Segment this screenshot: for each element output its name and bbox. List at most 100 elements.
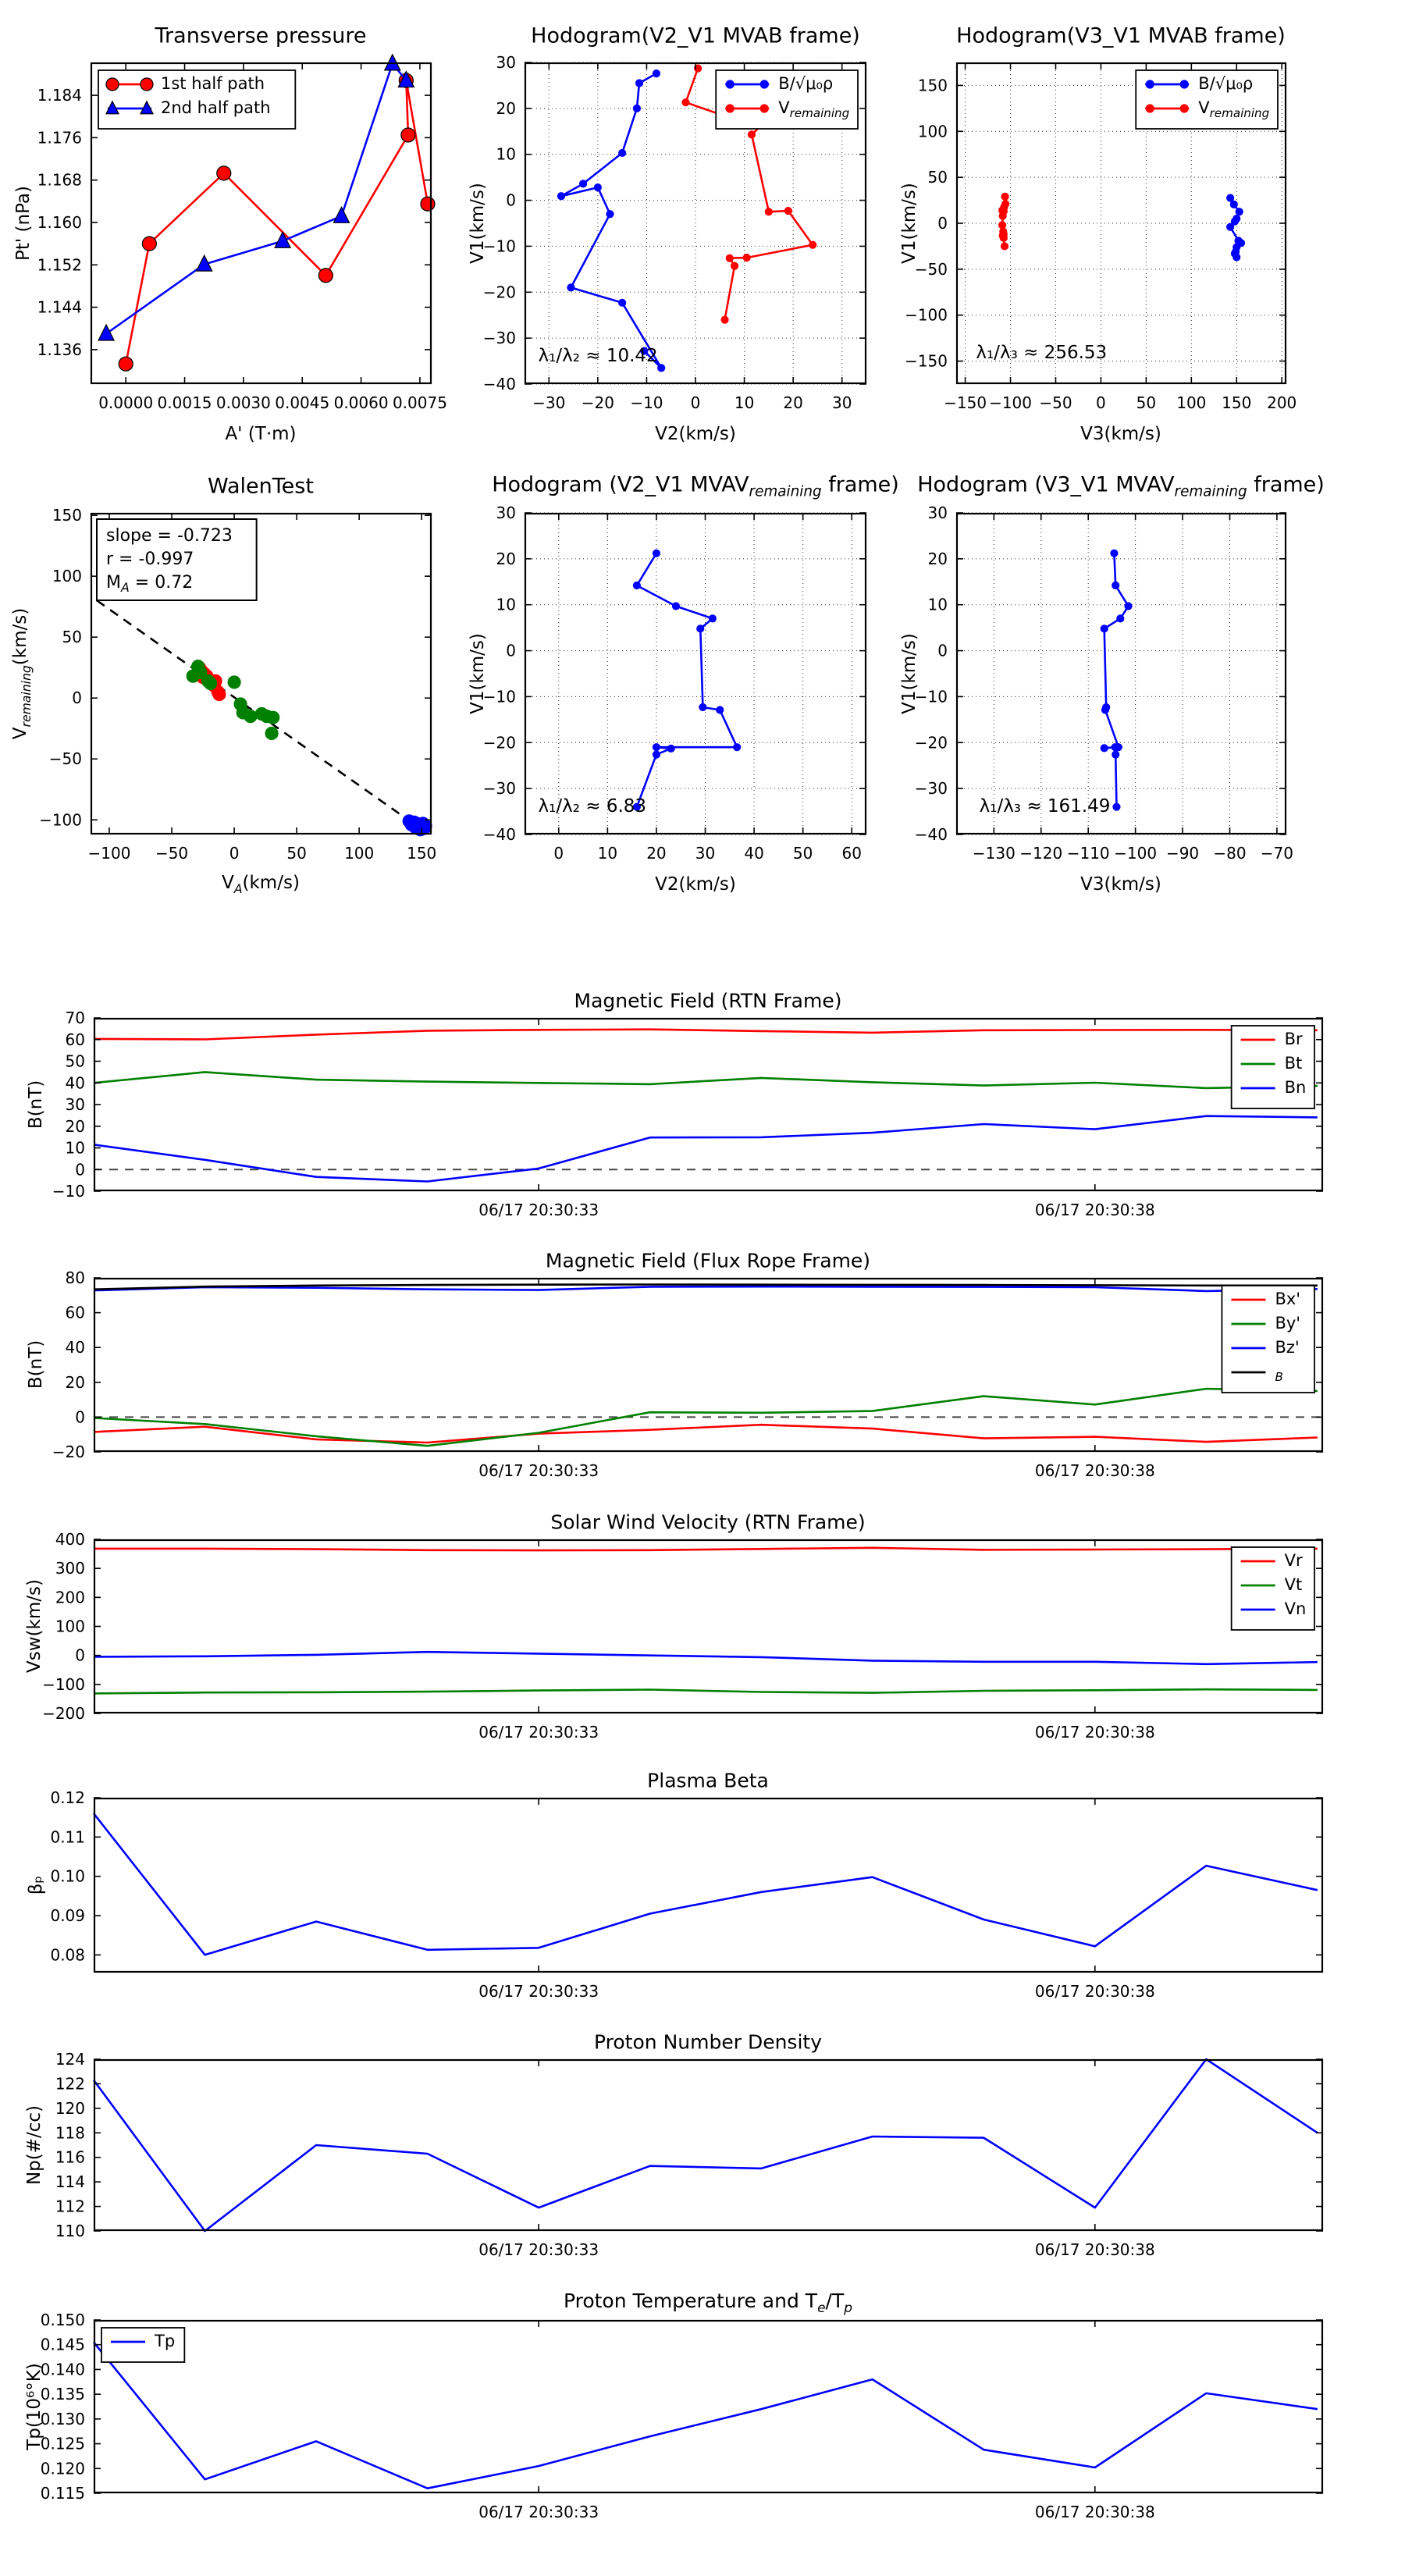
svg-text:2nd half path: 2nd half path	[161, 98, 271, 117]
svg-text:−90: −90	[1166, 844, 1199, 863]
svg-text:B/√μ₀ρ: B/√μ₀ρ	[1198, 74, 1253, 93]
svg-text:λ₁/λ₃ ≈ 256.53: λ₁/λ₃ ≈ 256.53	[976, 343, 1107, 363]
svg-text:06/17 20:30:38: 06/17 20:30:38	[1035, 1723, 1155, 1742]
svg-text:−10: −10	[630, 393, 663, 412]
x-axis-label: A' (T·m)	[225, 424, 297, 444]
svg-text:400: 400	[55, 1530, 85, 1549]
svg-text:−20: −20	[52, 1443, 85, 1461]
svg-text:−30: −30	[532, 393, 565, 412]
svg-text:50: 50	[1136, 393, 1156, 412]
svg-text:1.160: 1.160	[37, 213, 82, 232]
svg-text:0.12: 0.12	[50, 1788, 85, 1807]
svg-text:0.10: 0.10	[50, 1867, 85, 1886]
svg-text:0.0000: 0.0000	[98, 393, 153, 412]
svg-text:30: 30	[496, 503, 516, 522]
svg-text:06/17 20:30:33: 06/17 20:30:33	[478, 1723, 599, 1742]
svg-text:150: 150	[1222, 393, 1251, 412]
svg-text:06/17 20:30:33: 06/17 20:30:33	[478, 1201, 599, 1219]
panel-title: Hodogram(V2_V1 MVAB frame)	[531, 23, 860, 48]
magnetic-field-rtn-plot: 06/17 20:30:33 06/17 20:30:38 −10 0 10 20 30 40…	[52, 1009, 1324, 1219]
svg-text:20: 20	[928, 550, 948, 568]
svg-text:slope = -0.723: slope = -0.723	[106, 526, 233, 546]
svg-text:1.144: 1.144	[37, 298, 82, 317]
panel-title: Solar Wind Velocity (RTN Frame)	[550, 1510, 866, 1534]
svg-text:118: 118	[55, 2123, 85, 2142]
svg-text:30: 30	[832, 393, 852, 412]
panel-title: Proton Temperature and Te/Tp	[563, 2290, 853, 2316]
svg-text:06/17 20:30:38: 06/17 20:30:38	[1035, 1982, 1155, 2001]
svg-text:10: 10	[735, 393, 754, 412]
svg-text:−150: −150	[944, 393, 987, 412]
panel-title: Magnetic Field (RTN Frame)	[574, 989, 842, 1012]
svg-text:0: 0	[1096, 393, 1106, 412]
y-axis-label: Tp(10⁶°K)	[24, 2363, 44, 2450]
svg-text:1.184: 1.184	[37, 86, 82, 105]
svg-text:30: 30	[695, 844, 715, 863]
y-axis-label: βₚ	[26, 1875, 46, 1895]
svg-text:1.168: 1.168	[37, 171, 82, 190]
svg-text:20: 20	[66, 1373, 85, 1392]
svg-text:0.140: 0.140	[41, 2360, 85, 2379]
y-axis-label: Np(#/cc)	[24, 2105, 44, 2186]
svg-text:06/17 20:30:33: 06/17 20:30:33	[478, 1461, 599, 1480]
svg-text:50: 50	[286, 844, 306, 863]
svg-text:120: 120	[55, 2099, 85, 2118]
svg-text:124: 124	[55, 2050, 85, 2069]
svg-text:MA = 0.72: MA = 0.72	[106, 573, 193, 595]
svg-text:−100: −100	[1114, 844, 1157, 863]
svg-text:0: 0	[506, 642, 516, 660]
svg-text:Br: Br	[1285, 1030, 1303, 1048]
svg-text:−40: −40	[483, 825, 516, 844]
svg-text:0: 0	[72, 688, 82, 707]
svg-text:30: 30	[66, 1095, 85, 1114]
panel-title: Hodogram(V3_V1 MVAB frame)	[956, 23, 1286, 48]
svg-text:150: 150	[407, 844, 436, 863]
svg-text:0.0045: 0.0045	[275, 393, 329, 412]
svg-text:114: 114	[55, 2172, 85, 2191]
panel-title: Magnetic Field (Flux Rope Frame)	[545, 1249, 871, 1272]
svg-text:0: 0	[553, 844, 564, 863]
svg-text:−50: −50	[915, 260, 948, 279]
svg-text:100: 100	[55, 1617, 85, 1636]
svg-text:0: 0	[937, 642, 948, 660]
svg-text:−120: −120	[1019, 844, 1062, 863]
svg-text:−20: −20	[582, 393, 614, 412]
svg-text:20: 20	[496, 550, 516, 568]
svg-text:Vr: Vr	[1285, 1551, 1303, 1570]
svg-text:−40: −40	[915, 825, 948, 844]
svg-text:50: 50	[928, 168, 948, 187]
svg-text:100: 100	[918, 122, 948, 141]
svg-text:0: 0	[75, 1407, 85, 1426]
panel-title: Hodogram (V2_V1 MVAVremaining frame)	[492, 472, 899, 500]
svg-text:06/17 20:30:38: 06/17 20:30:38	[1035, 1201, 1155, 1219]
svg-text:−80: −80	[1213, 844, 1246, 863]
svg-text:0: 0	[75, 1160, 85, 1179]
svg-text:60: 60	[842, 844, 862, 863]
y-axis-label: V1(km/s)	[468, 633, 488, 714]
svg-text:−100: −100	[42, 1675, 85, 1694]
y-axis-label: Vremaining(km/s)	[10, 607, 34, 740]
hodogram-v3v1-mvav-plot: −130 −120 −110 −100 −90 −80 −70−40−30−20−10010…	[915, 503, 1293, 863]
svg-text:20: 20	[66, 1117, 85, 1136]
svg-text:0.0030: 0.0030	[216, 393, 271, 412]
svg-text:−20: −20	[483, 733, 516, 752]
y-axis-label: V1(km/s)	[899, 183, 919, 264]
plasma-beta-plot: 06/17 20:30:33 06/17 20:30:38 0.08 0.09 0.10…	[50, 1788, 1324, 2001]
svg-text:Bz': Bz'	[1275, 1338, 1299, 1357]
panel-title: Plasma Beta	[647, 1769, 769, 1792]
svg-text:B: B	[1275, 1370, 1282, 1384]
svg-text:60: 60	[66, 1304, 85, 1322]
svg-text:Bt: Bt	[1285, 1054, 1303, 1073]
svg-text:−10: −10	[483, 687, 516, 706]
svg-text:0.135: 0.135	[41, 2385, 85, 2403]
svg-text:0.11: 0.11	[50, 1827, 85, 1846]
y-axis-label: V1(km/s)	[468, 183, 488, 264]
x-axis-label: V2(km/s)	[655, 874, 736, 895]
proton-number-density-plot: 06/17 20:30:33 06/17 20:30:38 110 112 114 116…	[55, 2050, 1324, 2259]
svg-text:Tp: Tp	[154, 2332, 175, 2350]
svg-text:Vn: Vn	[1285, 1599, 1307, 1618]
svg-text:0.0060: 0.0060	[334, 393, 389, 412]
svg-text:30: 30	[496, 53, 516, 72]
svg-text:300: 300	[55, 1559, 85, 1578]
